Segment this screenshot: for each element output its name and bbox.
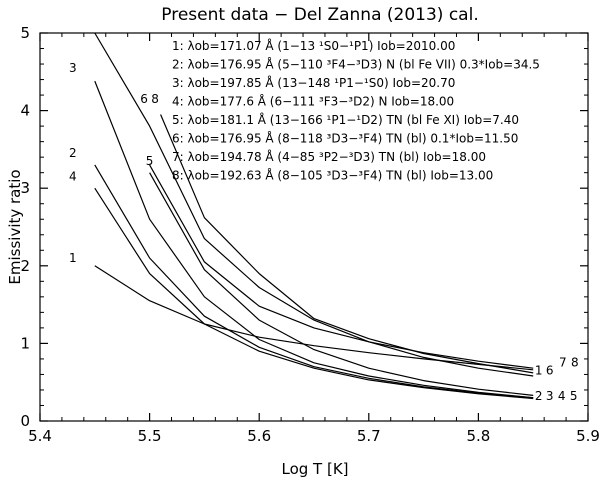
series-line-1	[94, 265, 534, 371]
line-tag: 8	[571, 356, 579, 370]
series-line-6	[94, 32, 534, 377]
legend-entry: 6: λob=176.95 Å (8−118 ³D3−³F4) TN (bl) …	[172, 131, 518, 146]
line-tag: 4	[558, 389, 566, 403]
line-tag: 3	[69, 61, 77, 75]
legend-entry: 2: λob=176.95 Å (5−110 ³F4−³D3) N (bl Fe…	[172, 57, 540, 72]
plot-border	[39, 32, 589, 422]
series-line-4	[94, 187, 534, 400]
series-line-7	[149, 164, 534, 369]
series-line-2	[94, 164, 534, 399]
plot-frame	[39, 32, 589, 422]
x-tick-label: 5.9	[576, 427, 600, 445]
axis-ticks	[39, 32, 589, 422]
y-tick-label: 2	[20, 257, 30, 275]
x-tick-label: 5.5	[138, 427, 162, 445]
x-tick-label: 5.4	[28, 427, 52, 445]
line-tag: 8	[151, 92, 159, 106]
legend-entry: 3: λob=197.85 Å (13−148 ¹P1−¹S0) Iob=20.…	[172, 75, 455, 90]
series-line-5	[149, 172, 534, 396]
x-tick-label: 5.7	[357, 427, 381, 445]
line-tag: 4	[69, 169, 77, 183]
series-line-8	[160, 114, 534, 374]
chart-title: Present data − Del Zanna (2013) cal.	[161, 5, 478, 25]
y-axis-label: Emissivity ratio	[6, 169, 24, 284]
x-tick-label: 5.8	[466, 427, 490, 445]
line-tag: 5	[146, 154, 154, 168]
line-tag: 2	[69, 146, 77, 160]
line-tag: 3	[546, 389, 554, 403]
legend-entry: 8: λob=192.63 Å (8−105 ³D3−³F4) TN (bl) …	[172, 168, 493, 183]
line-tag: 6	[546, 363, 554, 377]
x-tick-labels: 5.4 5.5 5.6 5.7 5.8 5.9	[28, 427, 600, 445]
y-tick-labels: 0 1 2 3 4 5	[20, 24, 30, 430]
x-tick-label: 5.6	[247, 427, 271, 445]
line-tag: 7	[559, 356, 567, 370]
y-tick-label: 4	[20, 102, 30, 120]
legend-entry: 5: λob=181.1 Å (13−166 ¹P1−¹D2) TN (bl F…	[172, 112, 519, 127]
series-lines	[94, 32, 534, 400]
x-axis-label: Log T [K]	[281, 460, 348, 478]
legend-entry: 4: λob=177.6 Å (6−111 ³F3−³D2) N Iob=18.…	[172, 94, 454, 109]
legend-entry: 1: λob=171.07 Å (1−13 ¹S0−¹P1) Iob=2010.…	[172, 38, 455, 53]
line-tag: 6	[140, 92, 148, 106]
y-tick-label: 3	[20, 179, 30, 197]
series-line-3	[94, 80, 534, 399]
line-tag: 1	[535, 363, 543, 377]
y-tick-label: 1	[20, 334, 30, 352]
line-tag: 1	[69, 251, 77, 265]
y-tick-label: 0	[20, 412, 30, 430]
line-tag: 2	[535, 389, 543, 403]
legend: 1: λob=171.07 Å (1−13 ¹S0−¹P1) Iob=2010.…	[172, 38, 540, 183]
line-tag: 5	[570, 389, 578, 403]
legend-entry: 7: λob=194.78 Å (4−85 ³P2−³D3) TN (bl) I…	[172, 149, 486, 164]
y-tick-label: 5	[20, 24, 30, 42]
